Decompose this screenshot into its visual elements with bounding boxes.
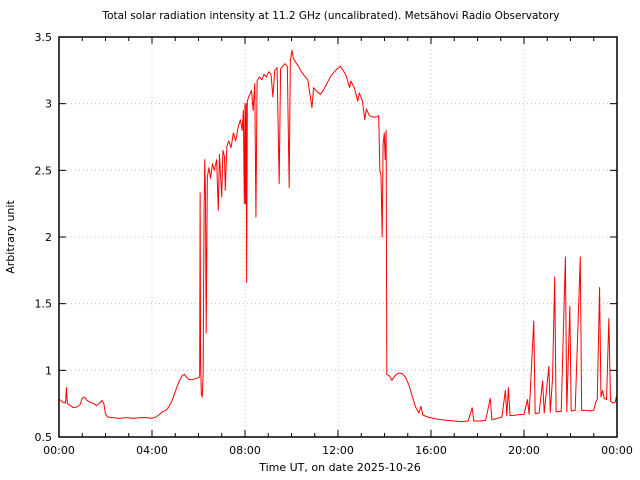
y-tick-label: 2.5 [35, 164, 53, 177]
x-tick-label: 08:00 [229, 444, 261, 457]
x-tick-label: 04:00 [136, 444, 168, 457]
y-tick-label: 1.5 [35, 298, 53, 311]
gridlines [58, 36, 618, 438]
chart-title: Total solar radiation intensity at 11.2 … [101, 10, 559, 22]
axis-ticks [58, 36, 618, 438]
y-tick-label: 1 [45, 364, 52, 377]
x-tick-label: 20:00 [508, 444, 540, 457]
x-tick-label: 12:00 [322, 444, 354, 457]
y-tick-label: 3 [45, 98, 52, 111]
axis-tick-labels: 0.5 1 1.5 2 2.5 3 3.5 00:00 04:00 08:00 12:00 16:00… [35, 31, 633, 457]
y-tick-label: 0.5 [35, 431, 53, 444]
y-axis-label: Arbitrary unit [4, 200, 17, 274]
x-tick-label: 16:00 [415, 444, 447, 457]
data-line [58, 49, 618, 423]
series-solar-radiation-intensity [58, 49, 618, 423]
y-tick-label: 2 [45, 231, 52, 244]
x-tick-label: 00:00 [601, 444, 633, 457]
x-tick-label: 00:00 [43, 444, 75, 457]
x-axis-label: Time UT, on date 2025-10-26 [258, 461, 421, 474]
y-tick-label: 3.5 [35, 31, 53, 44]
